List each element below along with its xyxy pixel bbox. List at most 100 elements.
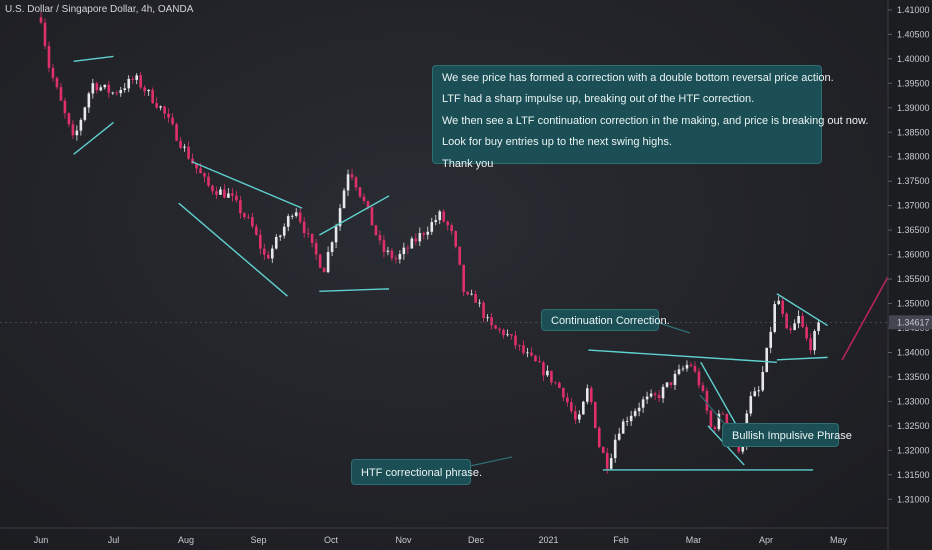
candle-body xyxy=(605,452,609,469)
candle-body xyxy=(151,89,154,104)
candle-body xyxy=(765,347,769,372)
candle-body xyxy=(649,393,653,397)
candle-body xyxy=(418,233,422,242)
continuation-correction-callout: Continuation Correction. xyxy=(541,309,670,331)
candle-body xyxy=(466,291,469,295)
candle-body xyxy=(414,238,418,242)
x-tick-label: Mar xyxy=(686,535,702,545)
note-line: Thank you xyxy=(442,157,494,170)
x-tick-label: Feb xyxy=(613,535,629,545)
candle-body xyxy=(378,234,382,241)
candle-body xyxy=(91,83,95,94)
candle-body xyxy=(263,248,266,255)
candle-body xyxy=(107,84,111,93)
callout-pointer xyxy=(469,456,513,467)
candle-body xyxy=(171,117,174,125)
candle-body xyxy=(514,335,517,346)
candle-body xyxy=(155,103,158,108)
candle-body xyxy=(131,78,135,80)
candle-body xyxy=(406,247,410,249)
candle-body xyxy=(55,77,59,88)
y-tick-label: 1.40000 xyxy=(897,54,930,64)
candle-body xyxy=(661,386,665,399)
y-tick-label: 1.41000 xyxy=(897,5,930,15)
candle-body xyxy=(697,371,701,386)
trendline xyxy=(73,121,114,155)
candle-body xyxy=(298,212,302,222)
candle-body xyxy=(346,174,350,191)
candle-body xyxy=(809,338,812,351)
note-line: LTF had a sharp impulse up, breaking out… xyxy=(442,93,755,106)
y-tick-label: 1.37500 xyxy=(897,176,930,186)
candle-body xyxy=(191,158,194,164)
candle-body xyxy=(677,369,681,374)
candle-body xyxy=(709,410,713,428)
candle-body xyxy=(79,119,83,131)
y-tick-label: 1.33000 xyxy=(897,396,930,406)
last-price-label: 1.34617 xyxy=(897,317,930,327)
candle-body xyxy=(338,208,342,227)
bullish-impulsive-callout: Bullish Impulsive Phrase xyxy=(722,423,852,447)
candle-body xyxy=(785,313,788,329)
candle-body xyxy=(749,396,753,414)
candle-body xyxy=(781,300,784,314)
candle-body xyxy=(426,231,430,235)
candle-body xyxy=(87,93,91,108)
candle-body xyxy=(282,226,286,236)
candle-body xyxy=(546,370,549,376)
y-tick-label: 1.34000 xyxy=(897,347,930,357)
trendline xyxy=(73,55,114,62)
candle-body xyxy=(382,240,386,252)
candle-body xyxy=(330,242,334,253)
candle-body xyxy=(438,211,442,221)
candle-body xyxy=(645,396,649,400)
candle-body xyxy=(797,316,800,324)
candle-body xyxy=(542,362,545,376)
note-line: We then see a LTF continuation correctio… xyxy=(442,114,869,127)
candle-body xyxy=(801,316,804,328)
candle-body xyxy=(334,226,338,243)
candle-body xyxy=(621,421,625,434)
candle-body xyxy=(789,328,792,331)
candle-body xyxy=(593,401,597,429)
candle-body xyxy=(223,189,226,198)
candle-body xyxy=(637,407,641,412)
x-tick-label: Nov xyxy=(395,535,412,545)
candle-body xyxy=(63,100,67,114)
candle-body xyxy=(482,302,485,319)
candle-body xyxy=(769,331,773,348)
candle-body xyxy=(243,213,246,218)
candle-body xyxy=(737,445,741,452)
trendline xyxy=(776,356,828,361)
candle-body xyxy=(231,193,234,196)
y-tick-label: 1.31000 xyxy=(897,494,930,504)
candle-body xyxy=(817,322,820,332)
candle-body xyxy=(163,106,166,114)
candle-body xyxy=(558,382,561,388)
y-tick-label: 1.33500 xyxy=(897,372,930,382)
candle-body xyxy=(119,90,123,94)
candle-body xyxy=(39,17,43,23)
candle-body xyxy=(318,254,322,268)
candle-body xyxy=(179,140,182,148)
candle-body xyxy=(713,427,717,430)
candle-body xyxy=(633,411,637,416)
chart-symbol: U.S. Dollar / Singapore Dollar, 4h, OAND… xyxy=(5,4,194,15)
candle-body xyxy=(358,187,362,197)
candle-body xyxy=(370,207,374,226)
note-line: We see price has formed a correction wit… xyxy=(442,72,834,84)
candle-body xyxy=(597,428,601,448)
candle-body xyxy=(59,87,63,101)
candle-body xyxy=(494,325,497,329)
candle-body xyxy=(187,146,190,159)
candle-body xyxy=(199,168,202,174)
candle-body xyxy=(510,334,513,336)
candle-body xyxy=(741,446,745,452)
candle-body xyxy=(167,113,170,118)
candle-body xyxy=(534,355,537,362)
candle-body xyxy=(757,390,761,392)
candle-body xyxy=(207,176,210,186)
candle-body xyxy=(99,87,103,91)
